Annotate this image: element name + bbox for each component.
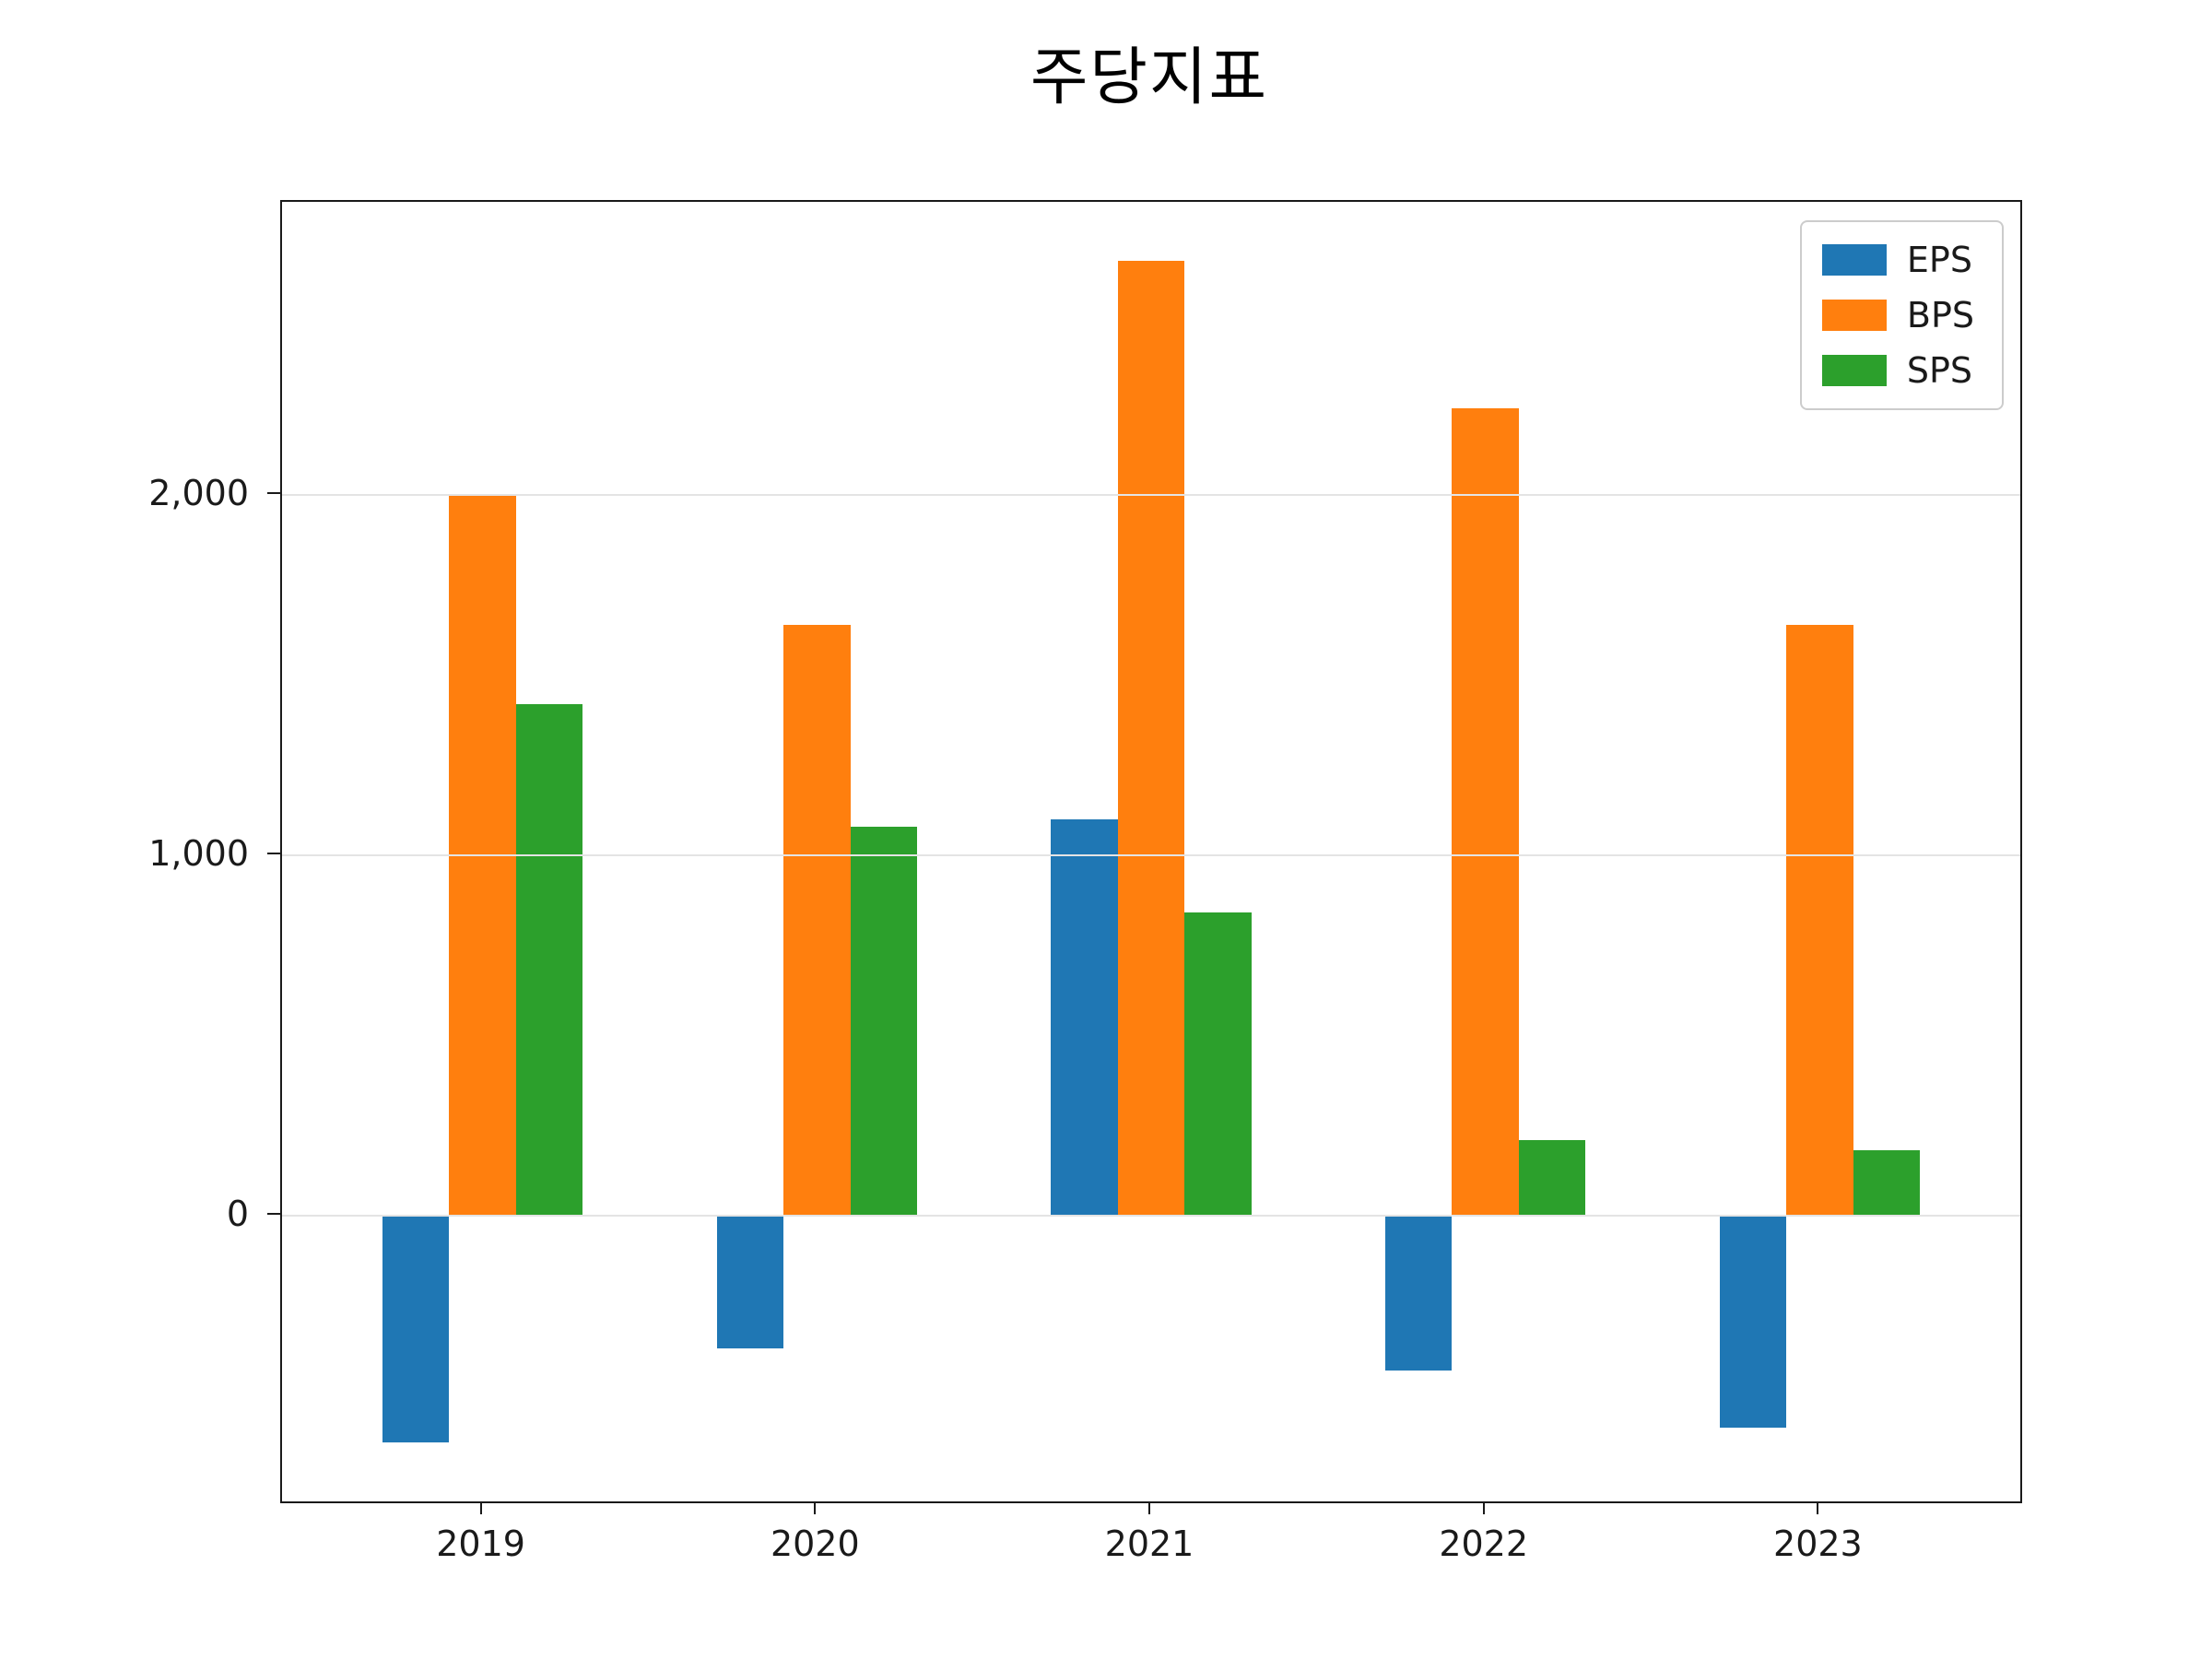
legend-label-sps: SPS bbox=[1906, 350, 1973, 391]
bar-sps-2022 bbox=[1518, 1139, 1586, 1216]
bar-sps-2020 bbox=[850, 826, 918, 1216]
bar-sps-2023 bbox=[1853, 1150, 1921, 1216]
legend-swatch-eps bbox=[1821, 244, 1887, 276]
y-tick-mark bbox=[267, 1212, 280, 1215]
plot-area: EPS BPS SPS bbox=[280, 200, 2022, 1503]
legend-swatch-bps bbox=[1821, 300, 1887, 331]
bar-bps-2023 bbox=[1786, 624, 1853, 1216]
bar-bps-2022 bbox=[1452, 408, 1519, 1216]
y-tick-mark bbox=[267, 492, 280, 495]
bar-sps-2021 bbox=[1184, 912, 1252, 1216]
legend-label-bps: BPS bbox=[1906, 295, 1974, 335]
bar-eps-2022 bbox=[1384, 1215, 1453, 1371]
legend-item-bps: BPS bbox=[1821, 295, 1974, 335]
legend-label-eps: EPS bbox=[1906, 240, 1972, 280]
x-tick-mark bbox=[1817, 1501, 1819, 1514]
y-tick-label: 0 bbox=[226, 1193, 249, 1234]
bar-bps-2020 bbox=[783, 624, 851, 1216]
gridline bbox=[282, 1214, 2020, 1217]
bar-eps-2019 bbox=[382, 1215, 450, 1442]
x-tick-label: 2019 bbox=[436, 1524, 525, 1564]
chart-title: 주당지표 bbox=[1030, 41, 1269, 114]
x-tick-mark bbox=[814, 1501, 817, 1514]
bar-eps-2020 bbox=[716, 1215, 784, 1349]
legend-item-eps: EPS bbox=[1821, 240, 1974, 280]
legend-swatch-sps bbox=[1821, 355, 1887, 386]
x-tick-mark bbox=[1148, 1501, 1150, 1514]
legend: EPS BPS SPS bbox=[1799, 220, 2004, 410]
y-tick-mark bbox=[267, 852, 280, 854]
bar-eps-2021 bbox=[1051, 818, 1118, 1216]
bar-bps-2021 bbox=[1117, 261, 1185, 1216]
x-tick-mark bbox=[1482, 1501, 1485, 1514]
bar-eps-2023 bbox=[1719, 1215, 1787, 1429]
x-tick-label: 2023 bbox=[1773, 1524, 1863, 1564]
y-tick-label: 1,000 bbox=[148, 832, 249, 874]
x-tick-label: 2022 bbox=[1439, 1524, 1529, 1564]
gridline bbox=[282, 494, 2020, 497]
legend-item-sps: SPS bbox=[1821, 350, 1974, 391]
gridline bbox=[282, 853, 2020, 856]
x-tick-mark bbox=[479, 1501, 482, 1514]
bar-sps-2019 bbox=[515, 703, 583, 1216]
y-tick-label: 2,000 bbox=[148, 473, 249, 514]
x-tick-label: 2020 bbox=[770, 1524, 860, 1564]
x-tick-label: 2021 bbox=[1104, 1524, 1194, 1564]
